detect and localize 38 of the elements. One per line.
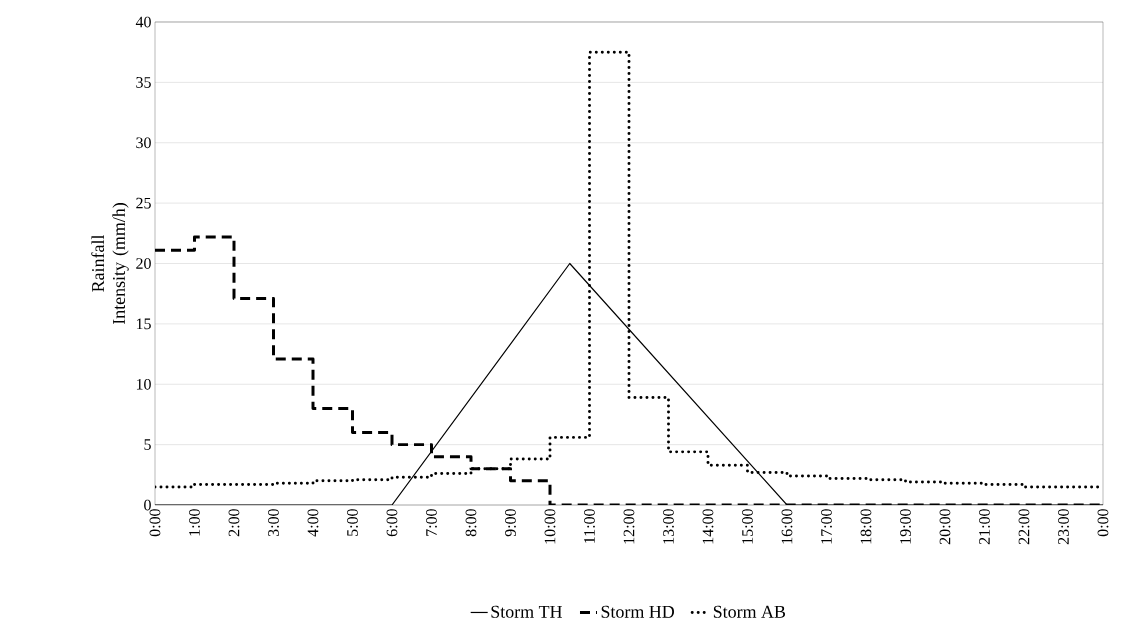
x-tick-label: 5:00: [347, 509, 358, 536]
y-tick-label: 0: [144, 499, 151, 511]
legend-label: Storm AB: [713, 605, 786, 618]
y-tick-label: 20: [136, 258, 151, 269]
x-tick-label: 17:00: [821, 509, 832, 544]
x-tick-label: 23:00: [1058, 509, 1069, 545]
y-tick-label: 30: [136, 137, 151, 149]
x-tick-label: 15:00: [742, 509, 753, 544]
y-tick-label: 35: [136, 77, 151, 88]
x-tick-label: 11:00: [584, 509, 595, 543]
y-tick-label: 40: [135, 16, 151, 28]
y-tick-label: 25: [136, 197, 151, 209]
x-tick-label: 4:00: [307, 509, 319, 537]
y-tick-label: 5: [144, 439, 151, 450]
x-tick-label: 0:00: [149, 509, 161, 537]
x-tick-label: 19:00: [900, 509, 911, 544]
x-tick-label: 9:00: [505, 509, 516, 537]
x-tick-label: 20:00: [939, 509, 951, 545]
x-tick-label: 10:00: [544, 509, 556, 544]
x-tick-label: 18:00: [860, 509, 872, 544]
x-tick-label: 21:00: [979, 509, 990, 545]
x-tick-label: 22:00: [1018, 509, 1030, 545]
legend-label: Storm HD: [601, 605, 674, 618]
x-tick-label: 13:00: [663, 509, 674, 544]
x-tick-label: 0:00: [1097, 509, 1109, 537]
x-tick-label: 2:00: [228, 509, 240, 537]
legend-label: Storm TH: [491, 605, 562, 618]
y-tick-label: 15: [136, 318, 151, 330]
x-tick-label: 3:00: [268, 509, 279, 537]
y-axis-title: Rainfall Intensity (mm/h): [91, 203, 129, 325]
x-tick-label: 1:00: [189, 509, 200, 536]
y-tick-label: 10: [136, 378, 151, 390]
x-tick-label: 16:00: [781, 509, 793, 544]
x-tick-label: 8:00: [465, 509, 477, 537]
x-tick-label: 12:00: [623, 509, 635, 544]
x-tick-label: 14:00: [702, 509, 714, 544]
x-tick-label: 6:00: [386, 509, 398, 537]
x-tick-label: 7:00: [426, 509, 437, 536]
